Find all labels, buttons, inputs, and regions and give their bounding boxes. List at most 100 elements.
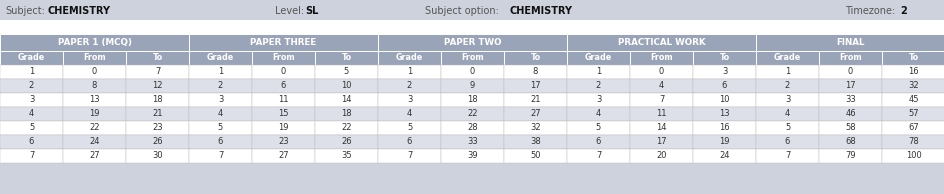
Bar xyxy=(755,93,818,107)
Bar xyxy=(189,51,252,65)
Text: 4: 4 xyxy=(29,109,34,119)
Text: 9: 9 xyxy=(469,81,475,90)
Bar xyxy=(252,135,314,149)
Bar xyxy=(0,93,63,107)
Bar xyxy=(755,65,818,79)
Bar xyxy=(566,79,630,93)
Bar xyxy=(126,107,189,121)
Bar xyxy=(63,107,126,121)
Bar xyxy=(755,149,818,163)
Text: 57: 57 xyxy=(907,109,918,119)
Bar xyxy=(63,135,126,149)
Text: 26: 26 xyxy=(152,138,162,146)
Bar xyxy=(503,51,566,65)
Bar xyxy=(378,135,441,149)
Bar xyxy=(566,51,630,65)
Bar xyxy=(314,65,378,79)
Text: From: From xyxy=(272,54,295,62)
Bar xyxy=(126,121,189,135)
Bar xyxy=(441,79,503,93)
Text: 6: 6 xyxy=(595,138,600,146)
Text: 2: 2 xyxy=(407,81,412,90)
Text: 3: 3 xyxy=(28,95,34,105)
Text: 7: 7 xyxy=(784,152,789,160)
Text: 0: 0 xyxy=(92,68,97,76)
Bar xyxy=(818,51,881,65)
Text: Timezone:: Timezone: xyxy=(844,6,894,16)
Bar xyxy=(818,135,881,149)
Bar xyxy=(189,107,252,121)
Bar xyxy=(252,121,314,135)
Text: 22: 22 xyxy=(89,124,100,133)
Text: 100: 100 xyxy=(904,152,920,160)
Text: 12: 12 xyxy=(152,81,162,90)
Text: CHEMISTRY: CHEMISTRY xyxy=(48,6,110,16)
Text: Grade: Grade xyxy=(207,54,234,62)
Text: PAPER THREE: PAPER THREE xyxy=(250,38,316,47)
Text: 0: 0 xyxy=(469,68,475,76)
Text: 35: 35 xyxy=(341,152,351,160)
Bar xyxy=(126,51,189,65)
Text: Grade: Grade xyxy=(396,54,423,62)
Text: 67: 67 xyxy=(907,124,918,133)
Bar xyxy=(441,93,503,107)
Bar xyxy=(63,149,126,163)
Bar xyxy=(252,93,314,107)
Bar xyxy=(63,65,126,79)
Text: 5: 5 xyxy=(784,124,789,133)
Bar xyxy=(189,34,378,51)
Text: 19: 19 xyxy=(278,124,289,133)
Text: 50: 50 xyxy=(530,152,540,160)
Bar xyxy=(630,93,692,107)
Text: PRACTICAL WORK: PRACTICAL WORK xyxy=(617,38,704,47)
Text: 5: 5 xyxy=(596,124,600,133)
Text: 58: 58 xyxy=(844,124,855,133)
Bar xyxy=(189,135,252,149)
Bar xyxy=(630,65,692,79)
Bar xyxy=(378,149,441,163)
Bar xyxy=(0,0,944,20)
Text: 2: 2 xyxy=(29,81,34,90)
Text: 3: 3 xyxy=(721,68,727,76)
Bar xyxy=(314,79,378,93)
Bar xyxy=(503,121,566,135)
Bar xyxy=(126,93,189,107)
Text: SL: SL xyxy=(305,6,318,16)
Bar xyxy=(378,79,441,93)
Bar xyxy=(0,65,63,79)
Text: 20: 20 xyxy=(655,152,666,160)
Text: CHEMISTRY: CHEMISTRY xyxy=(510,6,572,16)
Text: 33: 33 xyxy=(844,95,855,105)
Text: From: From xyxy=(838,54,861,62)
Bar xyxy=(126,79,189,93)
Bar xyxy=(630,107,692,121)
Text: 79: 79 xyxy=(844,152,855,160)
Text: 46: 46 xyxy=(844,109,855,119)
Text: PAPER 1 (MCQ): PAPER 1 (MCQ) xyxy=(58,38,131,47)
Text: 18: 18 xyxy=(466,95,478,105)
Text: 21: 21 xyxy=(152,109,162,119)
Text: 2: 2 xyxy=(899,6,906,16)
Text: 28: 28 xyxy=(466,124,478,133)
Text: 5: 5 xyxy=(344,68,348,76)
Text: 13: 13 xyxy=(718,109,729,119)
Bar xyxy=(881,51,944,65)
Bar xyxy=(630,135,692,149)
Text: 4: 4 xyxy=(596,109,600,119)
Text: Grade: Grade xyxy=(584,54,612,62)
Bar xyxy=(818,149,881,163)
Bar xyxy=(0,135,63,149)
Bar xyxy=(566,34,755,51)
Bar xyxy=(881,149,944,163)
Bar xyxy=(692,65,755,79)
Bar xyxy=(0,107,63,121)
Bar xyxy=(566,65,630,79)
Text: FINAL: FINAL xyxy=(835,38,864,47)
Bar xyxy=(378,93,441,107)
Text: 22: 22 xyxy=(341,124,351,133)
Bar xyxy=(0,149,63,163)
Bar xyxy=(503,93,566,107)
Text: 14: 14 xyxy=(341,95,351,105)
Text: 1: 1 xyxy=(218,68,223,76)
Bar xyxy=(755,135,818,149)
